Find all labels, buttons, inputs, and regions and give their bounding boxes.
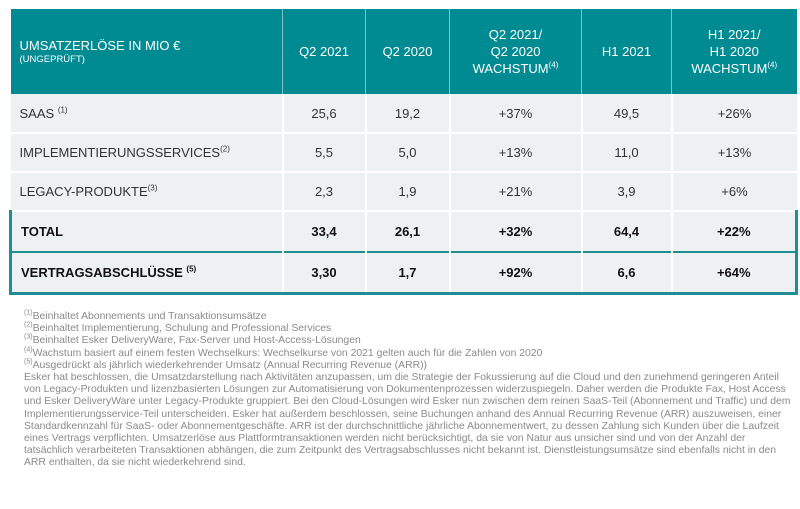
column-header-line: Q2 2021/ xyxy=(488,27,543,42)
column-header-line: H1 2020 xyxy=(709,44,759,59)
column-header: Q2 2021/Q2 2020 WACHSTUM(4) xyxy=(449,9,582,94)
value-cell: 3,30 xyxy=(282,251,367,295)
footnote-ref: (2) xyxy=(220,144,230,154)
table-row: TOTAL 33,4 26,1 +32% 64,4 +22% xyxy=(9,210,798,252)
value-cell: 33,4 xyxy=(282,210,367,252)
value-cell: 1,7 xyxy=(365,251,451,295)
column-header: Q2 2021 xyxy=(282,9,366,94)
footnote: (3)Beinhaltet Esker DeliveryWare, Fax-Se… xyxy=(24,333,794,347)
value-cell: +22% xyxy=(671,210,798,252)
row-label-cell: IMPLEMENTIERUNGSSERVICES(2) xyxy=(10,133,284,173)
table-header-row: UMSATZERLÖSE IN MIO € (UNGEPRÜFT) Q2 2021… xyxy=(10,9,797,94)
value-cell: 25,6 xyxy=(282,94,367,134)
footnote-ref: (1) xyxy=(57,105,68,115)
footnote-text: Beinhaltet Abonnements und Transaktionsu… xyxy=(32,311,267,322)
column-header-line: H1 2021/ xyxy=(707,27,761,42)
column-header: H1 2021/H1 2020 WACHSTUM(4) xyxy=(671,9,797,94)
value-cell: +13% xyxy=(449,133,583,173)
value-cell: +37% xyxy=(449,94,583,134)
header-title-cell: UMSATZERLÖSE IN MIO € (UNGEPRÜFT) xyxy=(10,9,283,94)
revenue-table: UMSATZERLÖSE IN MIO € (UNGEPRÜFT) Q2 2021… xyxy=(9,9,798,295)
footnote-number: (3) xyxy=(24,333,33,341)
value-cell: +64% xyxy=(671,251,798,295)
footnote-text: Beinhaltet Esker DeliveryWare, Fax-Serve… xyxy=(32,335,361,347)
value-cell: +21% xyxy=(449,172,583,212)
table-row: LEGACY-PRODUKTE(3) 2,3 1,9 +21% 3,9 +6% xyxy=(10,172,797,212)
value-cell: +13% xyxy=(671,133,797,173)
value-cell: 26,1 xyxy=(365,210,451,252)
footnote: (5)Ausgedrückt als jährlich wiederkehren… xyxy=(24,358,794,372)
footnote-text: Wachstum basiert auf einem festen Wechse… xyxy=(32,347,543,359)
footnote-text: Beinhaltet Implementierung, Schulung and… xyxy=(32,323,332,335)
footnote-ref: (4) xyxy=(767,60,778,70)
footnotes: (1)Beinhaltet Abonnements und Transaktio… xyxy=(24,309,794,470)
table-row: VERTRAGSABSCHLÜSSE (5) 3,30 1,7 +92% 6,6 +64% xyxy=(9,251,798,295)
value-cell: +26% xyxy=(671,94,797,134)
footnote-text: Ausgedrückt als jährlich wiederkehrender… xyxy=(32,359,427,371)
footnote-number: (4) xyxy=(24,346,33,354)
column-header-line: Q2 2020 xyxy=(490,44,541,59)
footnote: (2)Beinhaltet Implementierung, Schulung … xyxy=(24,321,794,335)
column-header: H1 2021 xyxy=(581,9,672,94)
value-cell: +92% xyxy=(449,251,583,295)
row-label: IMPLEMENTIERUNGSSERVICES xyxy=(19,145,221,160)
row-label: LEGACY-PRODUKTE xyxy=(19,184,148,199)
value-cell: 49,5 xyxy=(581,94,673,134)
column-header-line: Q2 2020 xyxy=(382,44,433,59)
footnote-number: (1) xyxy=(24,309,33,317)
column-header-line: H1 2021 xyxy=(601,44,652,59)
table-row: IMPLEMENTIERUNGSSERVICES(2) 5,5 5,0 +13% 11,… xyxy=(10,133,797,173)
value-cell: 3,9 xyxy=(581,172,673,212)
header-subtitle: (UNGEPRÜFT) xyxy=(19,54,85,65)
footnote-ref: (3) xyxy=(147,183,158,193)
row-label-cell: VERTRAGSABSCHLÜSSE (5) xyxy=(9,251,284,295)
table-row: SAAS (1) 25,6 19,2 +37% 49,5 +26% xyxy=(10,94,797,134)
value-cell: 5,5 xyxy=(282,133,367,173)
value-cell: 19,2 xyxy=(365,94,451,134)
row-label: VERTRAGSABSCHLÜSSE xyxy=(21,264,183,280)
row-label-cell: TOTAL xyxy=(9,210,284,252)
value-cell: +32% xyxy=(449,210,583,252)
value-cell: 5,0 xyxy=(365,133,451,173)
value-cell: 11,0 xyxy=(581,133,673,173)
footnote-number: (2) xyxy=(24,321,33,329)
row-label-cell: LEGACY-PRODUKTE(3) xyxy=(10,172,284,212)
footnote-ref: (4) xyxy=(548,60,559,70)
footnote: (4)Wachstum basiert auf einem festen Wec… xyxy=(24,346,794,360)
value-cell: 6,6 xyxy=(581,251,673,295)
footnote-ref: (5) xyxy=(186,264,197,274)
row-label: TOTAL xyxy=(21,224,64,239)
column-header: Q2 2020 xyxy=(365,9,450,94)
footnote-number: (5) xyxy=(24,358,33,366)
footnote: (1)Beinhaltet Abonnements und Transaktio… xyxy=(24,309,794,323)
value-cell: +6% xyxy=(671,172,797,212)
value-cell: 2,3 xyxy=(282,172,367,212)
row-label: SAAS xyxy=(19,105,55,121)
column-header-line: WACHSTUM xyxy=(691,61,768,76)
column-header-line: WACHSTUM xyxy=(472,61,549,76)
value-cell: 64,4 xyxy=(581,210,673,252)
header-title: UMSATZERLÖSE IN MIO € xyxy=(19,38,181,53)
column-header-line: Q2 2021 xyxy=(299,44,349,59)
explanatory-paragraph: Esker hat beschlossen, die Umsatzdarstel… xyxy=(24,372,791,469)
row-label-cell: SAAS (1) xyxy=(10,94,284,134)
value-cell: 1,9 xyxy=(365,172,451,212)
